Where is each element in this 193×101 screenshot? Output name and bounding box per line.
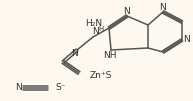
Text: S⁻: S⁻ bbox=[55, 84, 65, 93]
Text: H: H bbox=[98, 26, 104, 32]
Text: N: N bbox=[16, 84, 22, 93]
Text: N: N bbox=[184, 35, 190, 45]
Text: Zn⁺S: Zn⁺S bbox=[90, 70, 112, 79]
Text: N: N bbox=[93, 27, 99, 36]
Text: N: N bbox=[124, 7, 130, 16]
Text: NH: NH bbox=[103, 50, 117, 59]
Text: N: N bbox=[160, 4, 166, 13]
Text: H₂N: H₂N bbox=[85, 18, 102, 27]
Text: N: N bbox=[72, 49, 78, 58]
